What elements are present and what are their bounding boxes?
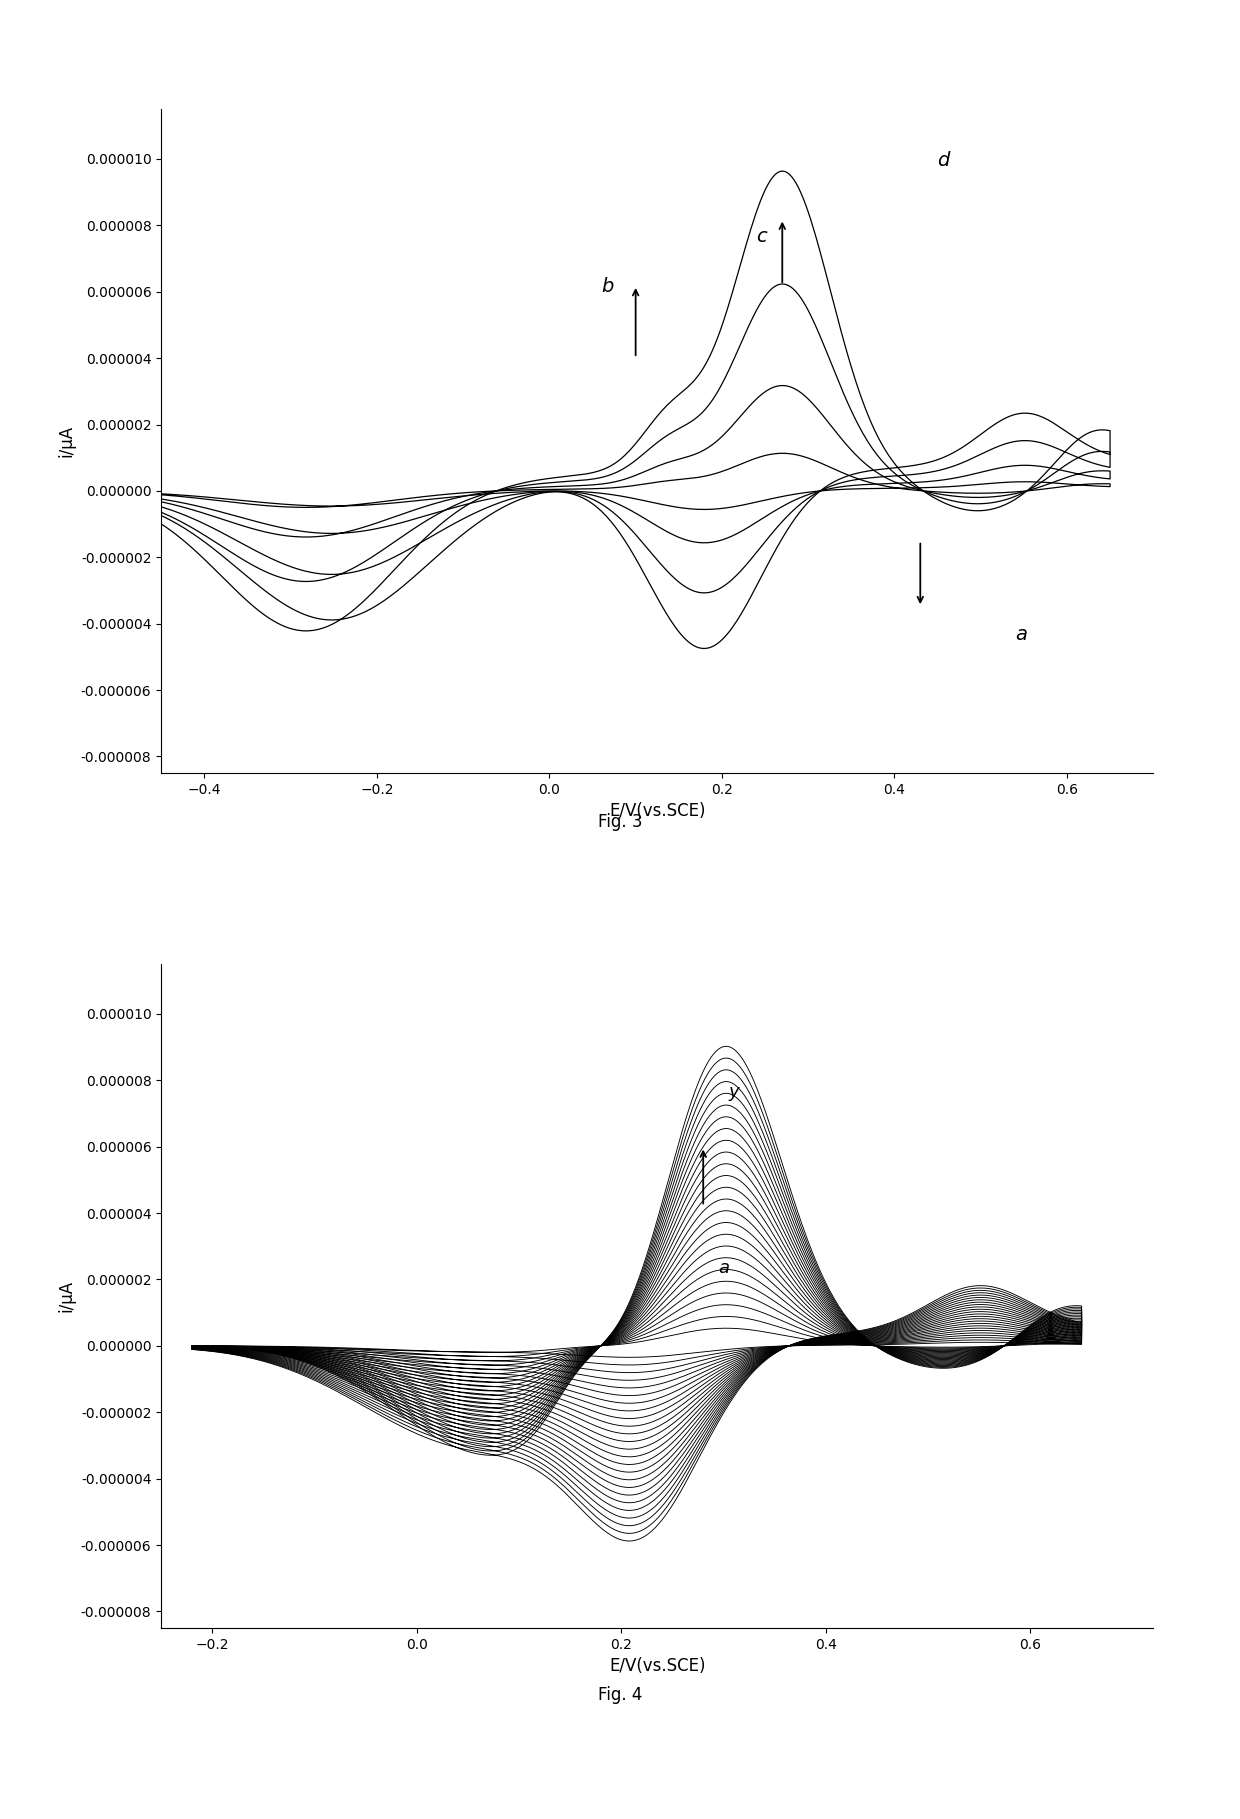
X-axis label: E/V(vs.SCE): E/V(vs.SCE) [609,802,706,820]
X-axis label: E/V(vs.SCE): E/V(vs.SCE) [609,1657,706,1675]
Text: Fig. 3: Fig. 3 [598,813,642,831]
Text: b: b [601,276,614,296]
Text: y: y [729,1082,739,1100]
Y-axis label: i/μA: i/μA [57,426,76,457]
Y-axis label: i/μA: i/μA [57,1281,76,1311]
Text: a: a [1016,626,1027,644]
Text: d: d [937,151,950,169]
Text: c: c [756,227,768,246]
Text: a: a [718,1259,729,1277]
Text: Fig. 4: Fig. 4 [598,1686,642,1704]
